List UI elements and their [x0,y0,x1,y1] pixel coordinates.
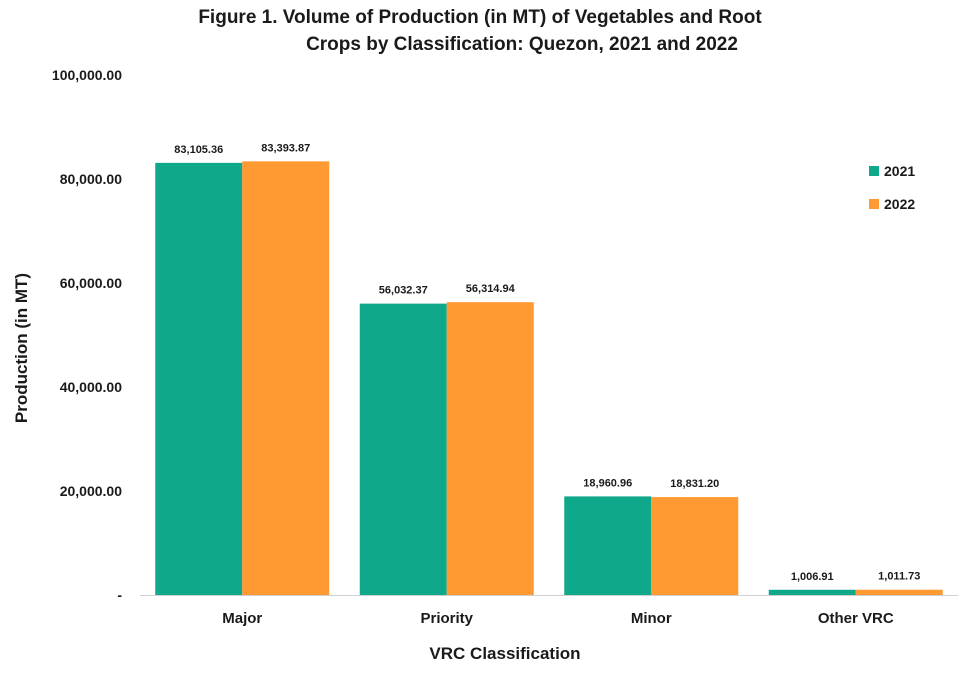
data-label: 1,006.91 [791,571,834,583]
y-tick-label: 60,000.00 [60,275,122,291]
x-axis-tick-labels: Major Priority Minor Other VRC [222,610,894,627]
bar-2021-other-vrc [768,589,856,595]
data-label: 56,032.37 [379,285,428,297]
data-labels: 83,105.36 83,393.87 56,032.37 56,314.94 18,9… [174,142,920,582]
data-label: 83,393.87 [261,142,310,154]
data-label: 56,314.94 [466,283,516,295]
bar-2022-other-vrc [855,589,943,595]
x-tick-label: Minor [631,610,672,627]
data-label: 1,011.73 [878,571,920,583]
chart-title-line-2: Crops by Classification: Quezon, 2021 an… [306,34,738,55]
y-tick-label: 80,000.00 [60,171,122,187]
x-tick-label: Priority [420,610,473,627]
bar-2021-major [155,162,243,596]
legend-label-2021: 2021 [884,163,915,179]
data-label: 83,105.36 [174,144,223,156]
chart-title: Figure 1. Volume of Production (in MT) o… [198,7,762,55]
bar-2022-major [242,161,330,596]
legend-swatch-2022 [869,199,879,209]
y-tick-label: 40,000.00 [60,379,122,395]
legend-label-2022: 2022 [884,196,915,212]
legend: 2021 2022 [869,163,915,212]
y-axis-ticks: - 20,000.00 40,000.00 60,000.00 80,000.00 100… [52,67,122,603]
bar-2021-minor [564,496,652,595]
bar-2022-minor [651,497,739,595]
bars [155,161,943,596]
x-tick-label: Major [222,610,262,627]
y-tick-label: 100,000.00 [52,67,122,83]
x-axis-title: VRC Classification [429,644,580,663]
chart-title-line-1: Figure 1. Volume of Production (in MT) o… [198,7,762,28]
bar-2021-priority [359,303,447,595]
y-tick-label: - [117,587,122,603]
data-label: 18,831.20 [670,478,719,490]
data-label: 18,960.96 [583,477,632,489]
bar-2022-priority [446,302,534,595]
y-axis-title: Production (in MT) [12,273,31,423]
x-tick-label: Other VRC [818,610,894,627]
y-tick-label: 20,000.00 [60,483,122,499]
legend-swatch-2021 [869,166,879,176]
